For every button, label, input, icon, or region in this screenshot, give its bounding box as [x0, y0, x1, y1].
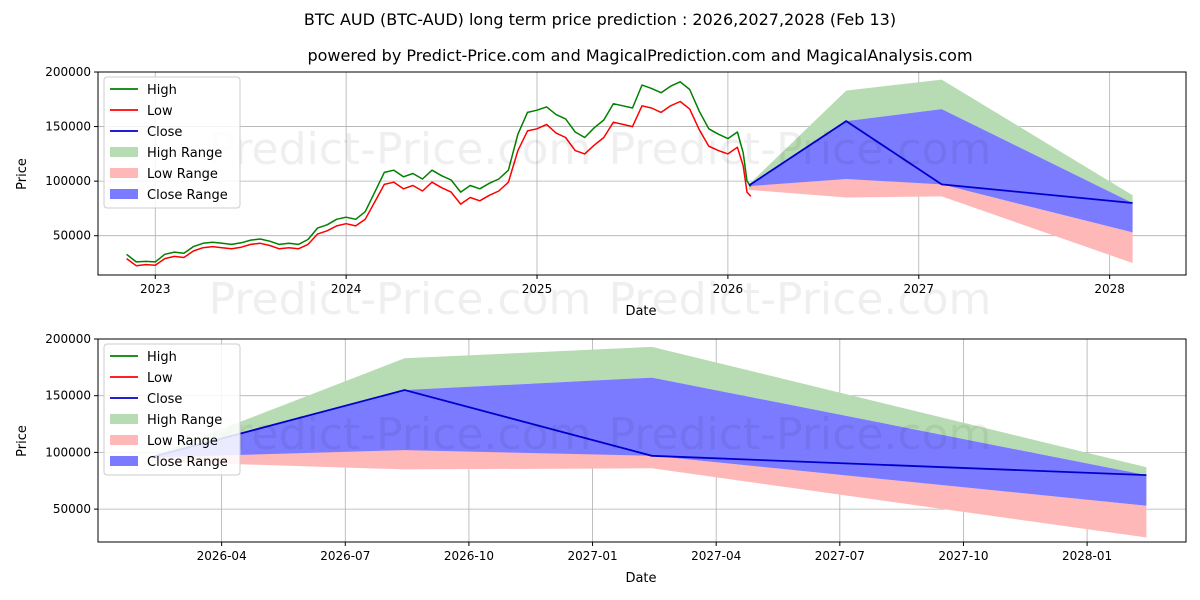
legend-label-low-range: Low Range [147, 167, 218, 182]
top-close-forecast-line [748, 120, 1133, 204]
top-plot-frame [97, 71, 1187, 276]
top-high-range-band [748, 79, 1133, 203]
bottom-x-tick-label: 2026-04 [197, 549, 247, 563]
legend-label-low: Low [147, 104, 173, 119]
bottom-x-tick-label: 2028-01 [1062, 549, 1112, 563]
watermark: Predict-Price.com [209, 124, 592, 175]
bottom-legend: High Low Close High Range Low Range Close Ran… [103, 343, 241, 476]
chart-subtitle: powered by Predict-Price.com and Magical… [307, 46, 972, 65]
bottom-plot-area [152, 346, 1147, 538]
top-x-tick-label: 2023 [140, 282, 171, 296]
legend-swatch-high-range [110, 147, 138, 157]
watermark: Predict-Price.com [209, 409, 592, 460]
legend-label-high-range: High Range [147, 146, 222, 161]
top-chart: Predict-Price.com Predict-Price.com Pred… [15, 65, 1187, 325]
high-price-line [126, 81, 752, 263]
legend-swatch-close-range [110, 189, 138, 199]
bottom-x-axis-label: Date [625, 571, 656, 586]
watermark: Predict-Price.com [209, 274, 592, 325]
bottom-x-tick-label: 2026-10 [444, 549, 494, 563]
top-x-tick-label: 2027 [903, 282, 934, 296]
legend-label-close-range: Close Range [147, 455, 228, 470]
low-price-line [126, 100, 752, 267]
legend-label-high: High [147, 350, 177, 365]
bottom-x-tick-label: 2026-07 [320, 549, 370, 563]
legend-swatch-high-range [110, 414, 138, 424]
bottom-x-tick-label: 2027-10 [938, 549, 988, 563]
top-y-tick-label: 100000 [45, 174, 91, 188]
legend-label-close: Close [147, 125, 182, 140]
top-close-range-band [748, 109, 1133, 233]
top-x-tick-label: 2024 [331, 282, 362, 296]
legend-label-close: Close [147, 392, 182, 407]
watermark: Predict-Price.com [609, 124, 992, 175]
bottom-close-range-band [152, 377, 1147, 506]
bottom-y-tick-label: 150000 [45, 389, 91, 403]
top-y-axis-label: Price [15, 158, 30, 190]
bottom-plot-frame [97, 338, 1187, 543]
legend-swatch-low-range [110, 168, 138, 178]
top-y-tick-label: 50000 [53, 229, 91, 243]
top-x-tick-label: 2025 [522, 282, 553, 296]
bottom-x-tick-label: 2027-04 [691, 549, 741, 563]
watermark: Predict-Price.com [609, 274, 992, 325]
top-y-tick-label: 200000 [45, 65, 91, 79]
top-legend: High Low Close High Range Low Range Close Ran… [103, 76, 241, 209]
bottom-y-axis-label: Price [15, 425, 30, 457]
bottom-x-tick-label: 2027-01 [567, 549, 617, 563]
bottom-y-tick-label: 50000 [53, 502, 91, 516]
legend-label-low-range: Low Range [147, 434, 218, 449]
top-x-tick-label: 2028 [1094, 282, 1125, 296]
bottom-high-range-band [152, 346, 1147, 476]
top-y-tick-label: 150000 [45, 120, 91, 134]
legend-label-high-range: High Range [147, 413, 222, 428]
watermark: Predict-Price.com [609, 409, 992, 460]
bottom-y-tick-label: 200000 [45, 332, 91, 346]
top-x-axis-label: Date [625, 304, 656, 319]
bottom-y-tick-label: 100000 [45, 445, 91, 459]
top-plot-area [126, 79, 1133, 267]
legend-label-high: High [147, 83, 177, 98]
chart-title: BTC AUD (BTC-AUD) long term price predic… [304, 10, 896, 29]
legend-swatch-close-range [110, 456, 138, 466]
legend-swatch-low-range [110, 435, 138, 445]
bottom-close-forecast-line [152, 389, 1147, 476]
top-x-tick-label: 2026 [713, 282, 744, 296]
bottom-x-tick-label: 2027-07 [815, 549, 865, 563]
bottom-chart: Predict-Price.com Predict-Price.com Date… [15, 332, 1187, 586]
legend-label-low: Low [147, 371, 173, 386]
legend-label-close-range: Close Range [147, 188, 228, 203]
